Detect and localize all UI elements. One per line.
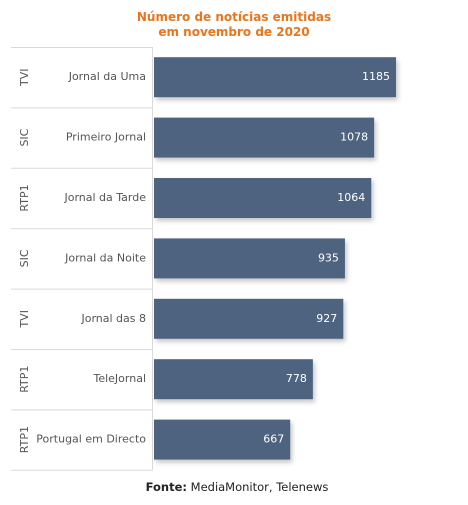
channel-label: RTP1 [18,366,31,393]
channel-label: SIC [18,249,31,267]
channel-label: RTP1 [18,184,31,211]
channel-label: SIC [18,128,31,146]
bar [154,419,291,460]
program-label: Jornal da Tarde [63,191,146,204]
source-text: MediaMonitor, Telenews [190,480,329,494]
value-label: 935 [318,251,339,264]
program-label: Jornal da Noite [64,251,146,264]
program-label: Jornal da Uma [68,70,146,83]
program-label: TeleJornal [92,372,146,385]
channel-label: RTP1 [18,426,31,453]
value-label: 667 [263,433,284,446]
bar [154,178,372,218]
value-label: 778 [286,372,307,385]
bar [154,117,375,158]
chart-title-line-1: Número de notícias emitidas [136,10,332,24]
chart-title-line-2: em novembro de 2020 [158,25,310,39]
value-label: 1185 [362,70,390,83]
bar [154,238,345,279]
channel-label: TVI [18,310,31,329]
program-label: Primeiro Jornal [66,131,146,144]
value-label: 1064 [337,191,365,204]
value-label: 927 [316,312,337,325]
source-label: Fonte: [145,480,187,494]
bar [154,57,396,98]
program-label: Portugal em Directo [36,433,146,446]
bar [154,359,313,400]
program-label: Jornal das 8 [80,312,146,325]
channel-label: TVI [18,68,31,87]
chart-title: Número de notícias emitidas em novembro … [0,10,468,40]
bar [154,298,344,339]
source-note: Fonte: MediaMonitor, Telenews [0,480,468,494]
value-label: 1078 [340,131,368,144]
